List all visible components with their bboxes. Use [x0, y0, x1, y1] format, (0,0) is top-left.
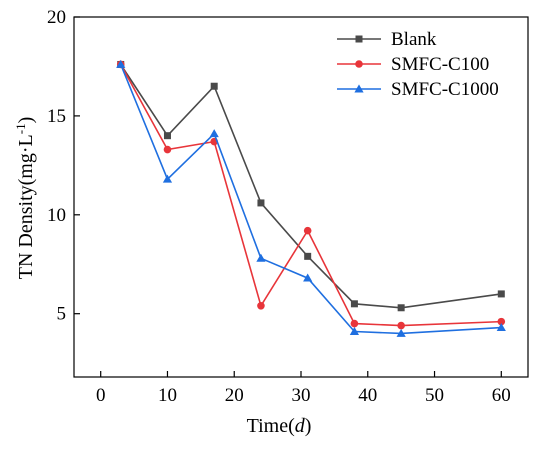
y-tick-label: 5: [57, 304, 67, 325]
series-line: [120, 64, 502, 327]
y-tick-label: 10: [47, 205, 66, 226]
x-tick-label: 30: [292, 385, 311, 406]
x-tick-label: 0: [96, 385, 106, 406]
series-line: [120, 64, 502, 309]
data-point-marker: [350, 319, 359, 328]
data-point-marker: [163, 145, 172, 154]
data-point-marker: [256, 253, 266, 262]
legend-item: SMFC-C1000: [337, 79, 499, 100]
series-smfc-c1000: [116, 59, 506, 337]
legend: Blank SMFC-C100 SMFC-C1000: [337, 29, 499, 100]
data-point-marker: [116, 59, 126, 68]
data-point-marker: [209, 129, 219, 138]
data-point-marker: [303, 226, 312, 235]
x-axis-label: Time(d): [247, 415, 312, 437]
data-point-marker: [303, 273, 313, 282]
data-point-marker: [397, 321, 405, 330]
data-point-marker: [163, 132, 171, 140]
data-point-marker: [397, 304, 405, 312]
x-tick-label: 10: [158, 385, 177, 406]
legend-marker: [355, 60, 363, 68]
legend-item: Blank: [337, 29, 437, 50]
series-line: [119, 64, 502, 335]
x-axis-ticks: 0 10 20 30 40 50 60: [96, 371, 511, 406]
series-layer: [116, 59, 506, 337]
data-point-marker: [496, 322, 506, 331]
data-point-marker: [497, 290, 505, 298]
x-tick-label: 20: [225, 385, 244, 406]
y-axis-label: TN Density(mg·L-1): [13, 117, 38, 280]
series-smfc-c100: [116, 60, 506, 330]
legend-item: SMFC-C100: [337, 54, 489, 75]
data-point-marker: [304, 252, 312, 260]
data-point-marker: [349, 326, 360, 335]
data-point-marker: [257, 301, 265, 310]
y-tick-label: 20: [47, 7, 66, 28]
legend-label: SMFC-C1000: [391, 79, 499, 100]
legend-label: SMFC-C100: [391, 54, 489, 75]
data-point-marker: [210, 82, 218, 90]
legend-label: Blank: [391, 29, 437, 50]
x-tick-label: 40: [358, 385, 377, 406]
x-tick-label: 60: [492, 385, 511, 406]
y-axis-ticks: 5 10 15 20: [47, 7, 80, 325]
data-point-marker: [396, 328, 406, 337]
x-tick-label: 50: [425, 385, 444, 406]
data-point-marker: [162, 174, 173, 183]
legend-marker: [354, 84, 364, 93]
data-point-marker: [350, 300, 358, 308]
data-point-marker: [497, 317, 506, 326]
y-tick-label: 15: [47, 106, 66, 127]
data-point-marker: [257, 199, 265, 207]
legend-marker: [355, 35, 363, 43]
